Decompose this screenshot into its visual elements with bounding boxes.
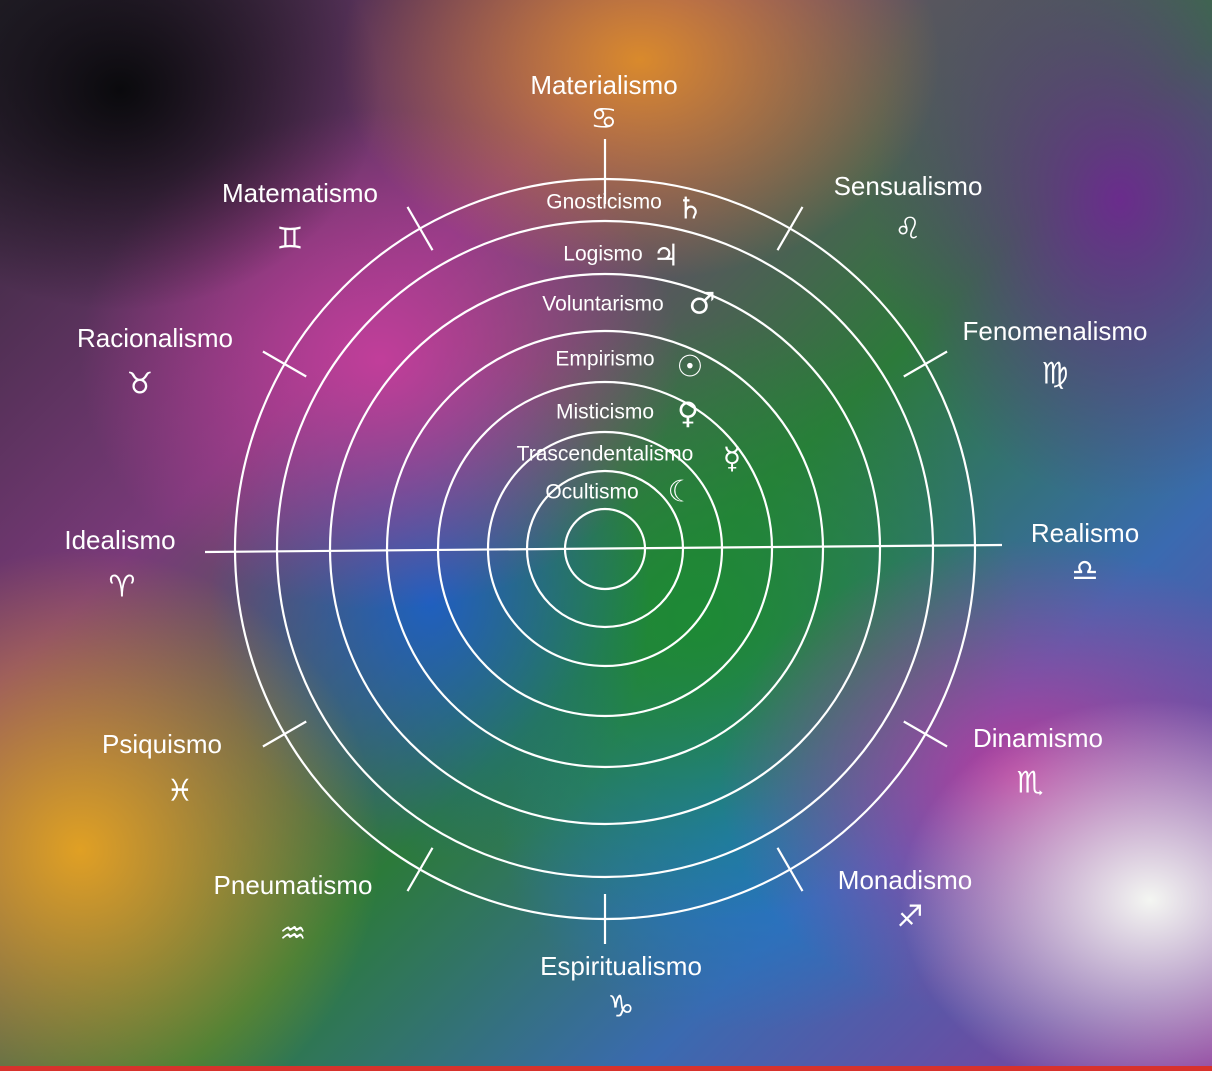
outer-label: Matematismo: [222, 178, 378, 208]
tick: [408, 848, 433, 891]
rings: [205, 179, 1002, 919]
outer-label: Idealismo: [64, 525, 175, 555]
outer-label: Espiritualismo: [540, 951, 702, 981]
planet-symbol: ♃: [653, 239, 680, 274]
zodiac-symbol: ♎: [1072, 554, 1099, 589]
horizon-line: [205, 545, 1002, 552]
tick: [408, 207, 433, 250]
tick: [904, 722, 947, 747]
outer-label: Psiquismo: [102, 729, 222, 759]
outer-label: Racionalismo: [77, 323, 233, 353]
outer-label: Monadismo: [838, 865, 972, 895]
zodiac-symbol: ♏: [1017, 766, 1044, 801]
zodiac-symbol: ♈: [109, 570, 136, 605]
zodiac-symbol: ♒: [280, 917, 307, 952]
outer-label: Materialismo: [530, 70, 677, 100]
inner-label: Misticismo: [556, 401, 654, 424]
zodiac-symbol: ♊: [277, 222, 304, 257]
diagram: Materialismo♋ Sensualismo ♌ Fenomenalismo ♍ R…: [0, 0, 1212, 1071]
planet-symbol: ♂: [689, 287, 716, 322]
outer-label: Fenomenalismo: [963, 316, 1148, 346]
planet-symbol: ☿: [723, 442, 741, 477]
zodiac-symbol: ♓: [167, 774, 194, 809]
zodiac-symbol: ♌: [895, 212, 922, 247]
outer-label: Dinamismo: [973, 723, 1103, 753]
inner-label: Voluntarismo: [542, 293, 663, 316]
tick: [263, 722, 306, 747]
zodiac-symbol: ♉: [127, 367, 154, 402]
tick: [263, 352, 306, 377]
tick: [904, 352, 947, 377]
page: Materialismo♋ Sensualismo ♌ Fenomenalismo ♍ R…: [0, 0, 1212, 1071]
zodiac-symbol: ♑: [608, 990, 635, 1025]
inner-label: Gnosticismo: [546, 191, 662, 214]
inner-label: Empirismo: [555, 348, 654, 371]
planet-symbol: ♀: [677, 397, 699, 432]
outer-label: Sensualismo: [834, 171, 983, 201]
planet-symbol: ☉: [677, 350, 704, 385]
tick: [778, 848, 803, 891]
inner-label: Ocultismo: [545, 481, 638, 504]
inner-label: Logismo: [563, 243, 642, 266]
zodiac-symbol: ♍: [1042, 357, 1069, 392]
outer-label: Pneumatismo: [214, 870, 373, 900]
planet-symbol: ☾: [668, 475, 695, 510]
outer-label: Realismo: [1031, 518, 1139, 548]
zodiac-symbol: ♐: [897, 900, 924, 935]
tick: [778, 207, 803, 250]
zodiac-symbol: ♋: [591, 102, 618, 137]
planet-symbol: ♄: [677, 192, 704, 227]
inner-label: Trascendentalismo: [517, 443, 694, 466]
